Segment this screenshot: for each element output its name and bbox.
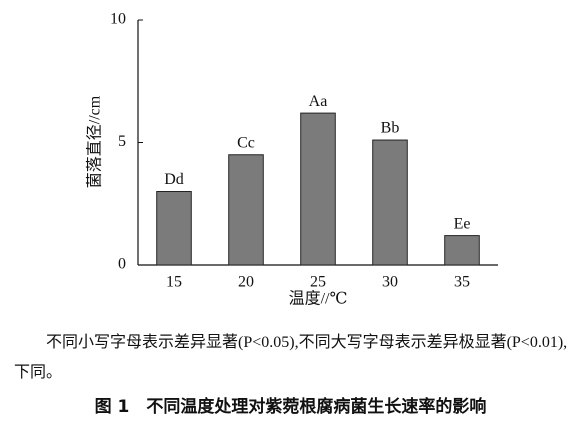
- y-tick-label: 0: [118, 256, 126, 273]
- significance-label: Aa: [309, 93, 328, 110]
- y-tick-label: 10: [110, 11, 126, 28]
- bar: [444, 235, 480, 266]
- figure-caption: 图 1 不同温度处理对紫菀根腐病菌生长速率的影响: [94, 397, 487, 417]
- x-tick-label: 25: [310, 274, 326, 291]
- x-tick-label: 15: [166, 274, 182, 291]
- significance-label: Dd: [164, 171, 184, 188]
- y-axis-title: 菌落直径//cm: [86, 95, 104, 188]
- significance-label: Bb: [381, 120, 400, 137]
- x-tick-label: 35: [454, 274, 470, 291]
- bar: [228, 154, 264, 266]
- x-tick-label: 20: [238, 274, 254, 291]
- significance-label: Cc: [237, 134, 255, 151]
- bar: [156, 191, 192, 266]
- x-tick-label: 30: [382, 274, 398, 291]
- x-axis-title: 温度//℃: [289, 290, 348, 308]
- significance-label: Ee: [454, 215, 471, 232]
- bar: [300, 112, 336, 266]
- y-tick-label: 5: [118, 133, 126, 150]
- footnote: 不同小写字母表示差异显著(P<0.05),不同大写字母表示差异极显著(P<0.0…: [14, 334, 568, 381]
- chart: 菌落直径//cm 温度//℃ 0 5 10 15 Dd 20 Cc 25 Aa 30 Bb 35 Ee: [86, 11, 498, 308]
- bar: [372, 139, 408, 266]
